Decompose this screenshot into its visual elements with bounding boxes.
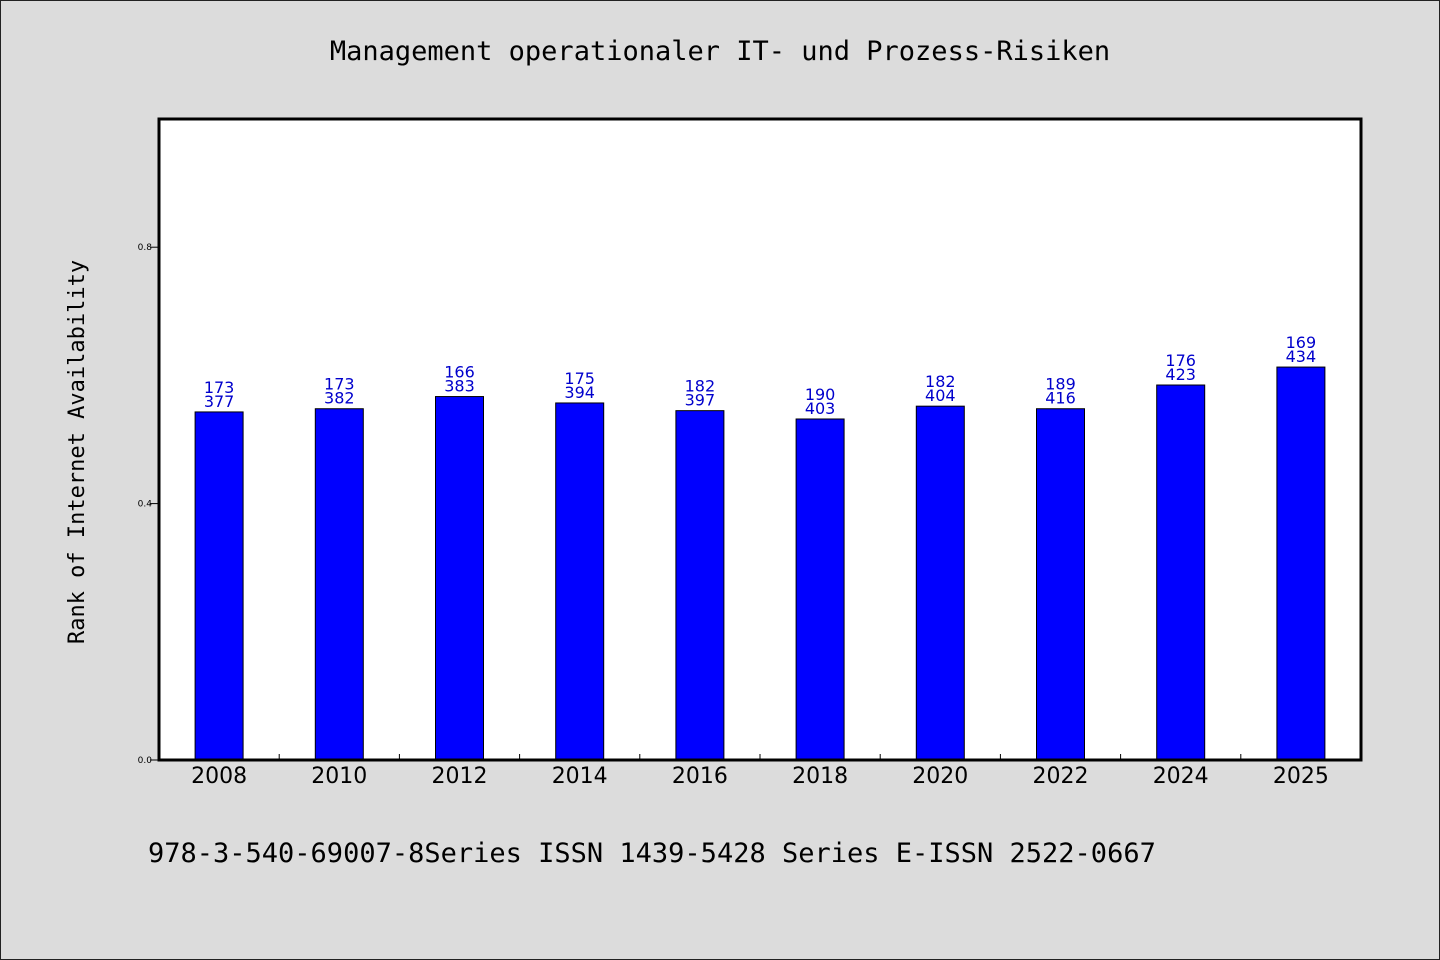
bar-2008 (194, 411, 244, 761)
chart-title: Management operationaler IT- und Prozess… (330, 36, 1110, 67)
x-tick-label-2010: 2010 (311, 764, 367, 789)
bar-2012 (435, 396, 484, 761)
bar-label-top-2012: 166 (444, 363, 475, 382)
bar-label-bottom-2020: 404 (925, 386, 956, 405)
bar-2022 (1036, 408, 1085, 761)
x-tick-label-2020: 2020 (912, 764, 968, 789)
bar-label-top-2008: 173 (204, 378, 235, 397)
bar-label-top-2025: 169 (1286, 333, 1317, 352)
bar-series (194, 366, 1326, 761)
x-tick-label-2012: 2012 (432, 764, 488, 789)
bar-2020 (915, 405, 965, 761)
bar-2025 (1276, 366, 1326, 761)
bar-label-bottom-2008: 377 (204, 392, 235, 411)
y-axis-label: Rank of Internet Availability (65, 260, 90, 644)
x-tick-label-2025: 2025 (1273, 764, 1329, 789)
bar-2018 (795, 418, 845, 761)
bar-label-top-2018: 190 (805, 385, 836, 404)
bar-2024 (1156, 384, 1206, 761)
bar-label-top-2014: 175 (564, 369, 595, 388)
bar-label-bottom-2014: 394 (564, 383, 595, 402)
bar-2014 (555, 402, 605, 761)
footer-isbn-issn: 978-3-540-69007-8Series ISSN 1439-5428 S… (148, 838, 1156, 869)
x-tick-label-2016: 2016 (672, 764, 728, 789)
bar-label-bottom-2025: 434 (1286, 347, 1317, 366)
y-axis: 0.0 0.4 0.8 (138, 243, 159, 766)
x-tick-label-2024: 2024 (1153, 764, 1209, 789)
bar-label-bottom-2010: 382 (324, 389, 355, 408)
x-tick-label-2018: 2018 (792, 764, 848, 789)
x-tick-label-2014: 2014 (552, 764, 608, 789)
bar-label-bottom-2018: 403 (805, 399, 836, 418)
x-tick-label-2008: 2008 (191, 764, 247, 789)
x-axis: 2008 2010 2012 2014 2016 2018 2020 2022 2024 2025 (191, 754, 1329, 789)
plot-border (157, 117, 1363, 762)
bar-2010 (314, 408, 364, 761)
y-tick-label-0.8: 0.8 (138, 243, 153, 253)
bar-label-top-2022: 189 (1045, 375, 1076, 394)
bar-2016 (675, 410, 725, 761)
bar-label-top-2024: 176 (1165, 351, 1196, 370)
bar-label-bottom-2012: 383 (444, 377, 475, 396)
bar-label-bottom-2024: 423 (1165, 365, 1196, 384)
bar-label-top-2016: 182 (685, 377, 716, 396)
bar-label-bottom-2022: 416 (1045, 389, 1076, 408)
bar-label-bottom-2016: 397 (685, 391, 716, 410)
y-tick-label-0.4: 0.4 (138, 500, 153, 510)
x-tick-label-2022: 2022 (1033, 764, 1089, 789)
bar-label-top-2010: 173 (324, 375, 355, 394)
bar-label-top-2020: 182 (925, 372, 956, 391)
y-tick-label-0.0: 0.0 (138, 756, 153, 766)
